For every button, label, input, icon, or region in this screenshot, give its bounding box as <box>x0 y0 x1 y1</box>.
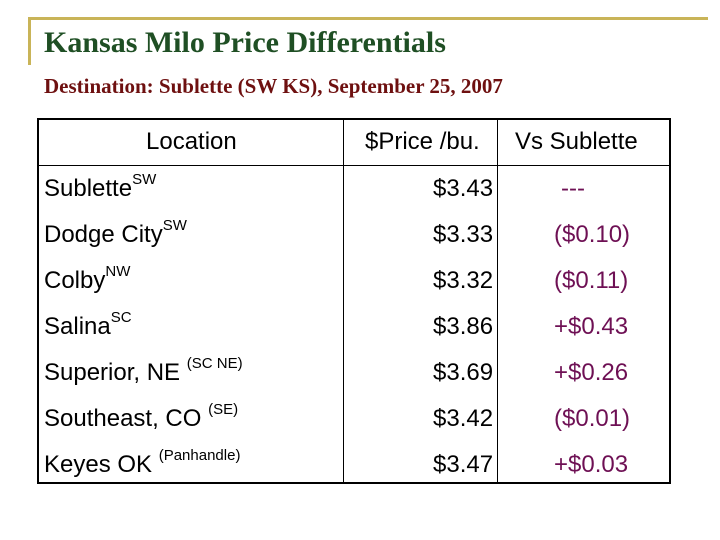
differential-cell: +$0.43 <box>554 313 629 340</box>
header-location: Location <box>146 128 237 155</box>
location-cell: Keyes OK (Panhandle) <box>44 447 241 478</box>
table-row: Superior, NE (SC NE) $3.69 +$0.26 <box>39 350 669 396</box>
slide-subtitle: Destination: Sublette (SW KS), September… <box>44 74 503 98</box>
location-cell: ColbyNW <box>44 263 131 294</box>
price-cell: $3.86 <box>433 313 494 340</box>
location-cell: SubletteSW <box>44 171 157 202</box>
slide-title: Kansas Milo Price Differentials <box>44 26 446 59</box>
table-row: Keyes OK (Panhandle) $3.47 +$0.03 <box>39 442 669 488</box>
location-cell: Dodge CitySW <box>44 217 187 248</box>
differential-cell: +$0.03 <box>554 451 629 478</box>
price-table: Location $Price /bu. Vs Sublette Sublett… <box>37 118 671 484</box>
header-vs-sublette: Vs Sublette <box>515 128 638 155</box>
differential-cell: ($0.01) <box>554 405 631 432</box>
accent-line-vertical <box>28 17 31 65</box>
location-cell: SalinaSC <box>44 309 132 340</box>
column-divider-vs <box>497 120 498 482</box>
header-divider <box>39 165 669 166</box>
table-row: Southeast, CO (SE) $3.42 ($0.01) <box>39 396 669 442</box>
differential-cell: ($0.10) <box>554 221 631 248</box>
accent-line-horizontal <box>28 17 708 20</box>
table-row: SubletteSW $3.43 --- <box>39 166 669 212</box>
header-price: $Price /bu. <box>365 128 480 155</box>
location-cell: Southeast, CO (SE) <box>44 401 239 432</box>
table-row: SalinaSC $3.86 +$0.43 <box>39 304 669 350</box>
column-divider-price <box>343 120 344 482</box>
table-row: Dodge CitySW $3.33 ($0.10) <box>39 212 669 258</box>
price-cell: $3.32 <box>433 267 494 294</box>
price-cell: $3.47 <box>433 451 494 478</box>
price-cell: $3.42 <box>433 405 494 432</box>
location-cell: Superior, NE (SC NE) <box>44 355 243 386</box>
differential-cell: +$0.26 <box>554 359 629 386</box>
table-row: ColbyNW $3.32 ($0.11) <box>39 258 669 304</box>
differential-cell: --- <box>561 175 585 202</box>
price-cell: $3.43 <box>433 175 494 202</box>
price-cell: $3.69 <box>433 359 494 386</box>
differential-cell: ($0.11) <box>554 267 629 294</box>
price-cell: $3.33 <box>433 221 494 248</box>
